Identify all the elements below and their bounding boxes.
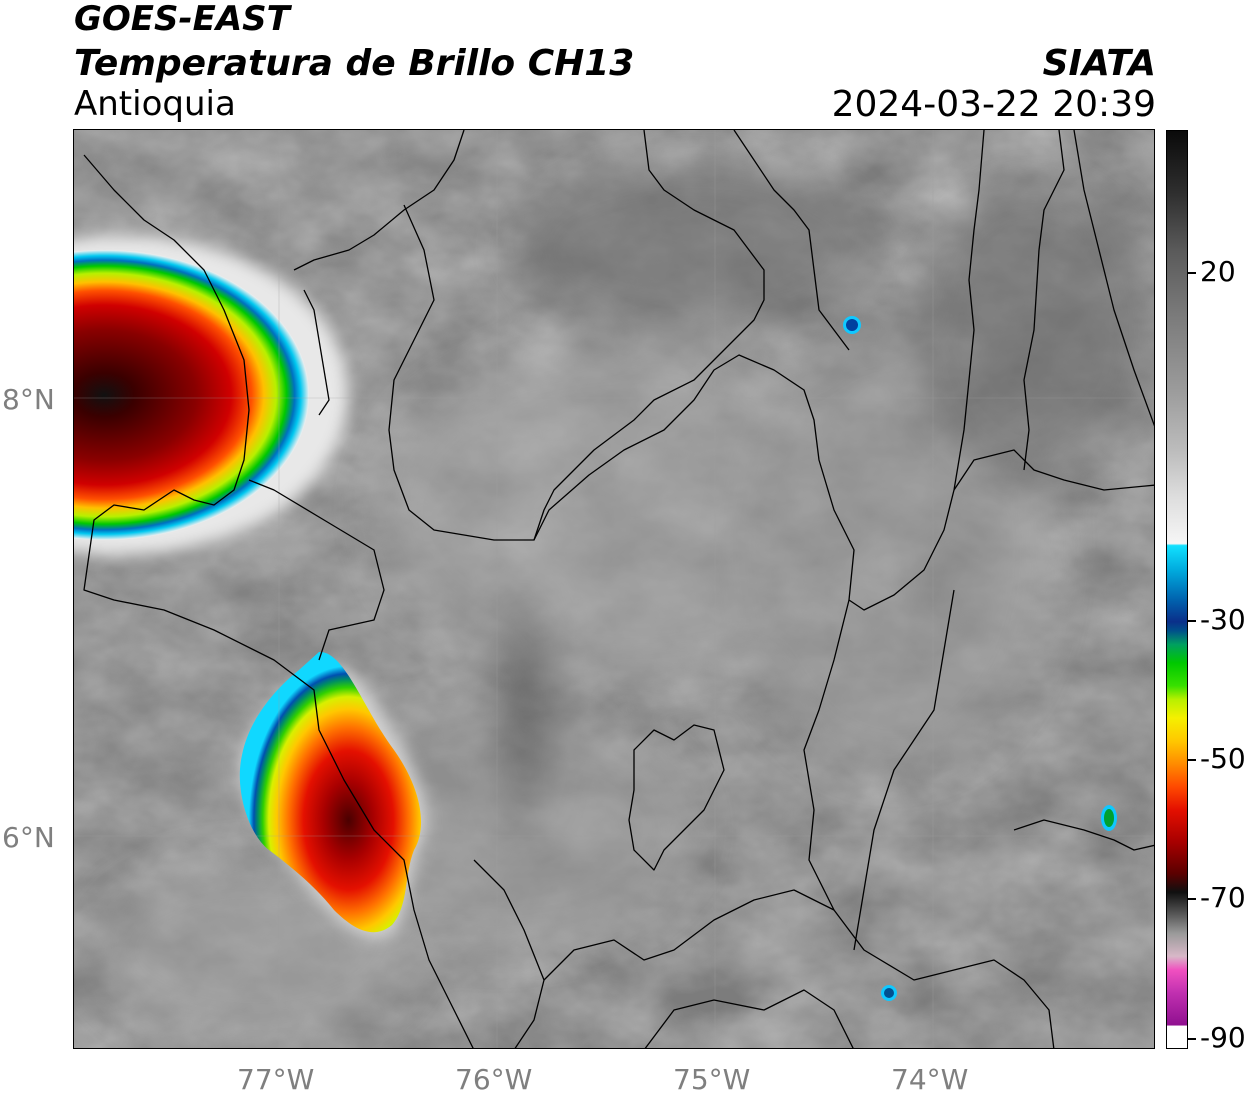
colorbar-tick [1188, 272, 1196, 274]
colorbar-tick [1188, 620, 1196, 622]
timestamp-label: 2024-03-22 20:39 [831, 84, 1156, 125]
small-convective-cells [843, 316, 1117, 1001]
satellite-source-title: GOES-EAST [74, 0, 290, 39]
lat-label-6n: 6°N [2, 821, 55, 854]
region-subtitle: Antioquia [74, 84, 236, 124]
lon-label-75w: 75°W [673, 1063, 751, 1096]
temperature-colorbar [1166, 130, 1188, 1049]
colorbar-label-minus70: -70 [1200, 881, 1246, 914]
storm-northwest [74, 235, 349, 555]
colorbar-label-minus30: -30 [1200, 603, 1246, 636]
storm-southwest [238, 651, 427, 939]
satellite-map[interactable] [73, 129, 1155, 1049]
colorbar-label-20: 20 [1200, 255, 1236, 288]
colorbar-label-minus90: -90 [1200, 1021, 1246, 1054]
colorbar-tick [1188, 898, 1196, 900]
graticule [74, 130, 1154, 1048]
lon-label-77w: 77°W [237, 1063, 315, 1096]
colorbar-tick [1188, 1038, 1196, 1040]
organization-label: SIATA [1042, 43, 1156, 84]
lon-label-74w: 74°W [891, 1063, 969, 1096]
brightness-temperature-field [74, 130, 1154, 1048]
colorbar-tick [1188, 759, 1196, 761]
product-title: Temperatura de Brillo CH13 [74, 43, 635, 84]
lon-label-76w: 76°W [455, 1063, 533, 1096]
colorbar-label-minus50: -50 [1200, 742, 1246, 775]
lat-label-8n: 8°N [2, 383, 55, 416]
boundaries [83, 130, 1154, 1048]
